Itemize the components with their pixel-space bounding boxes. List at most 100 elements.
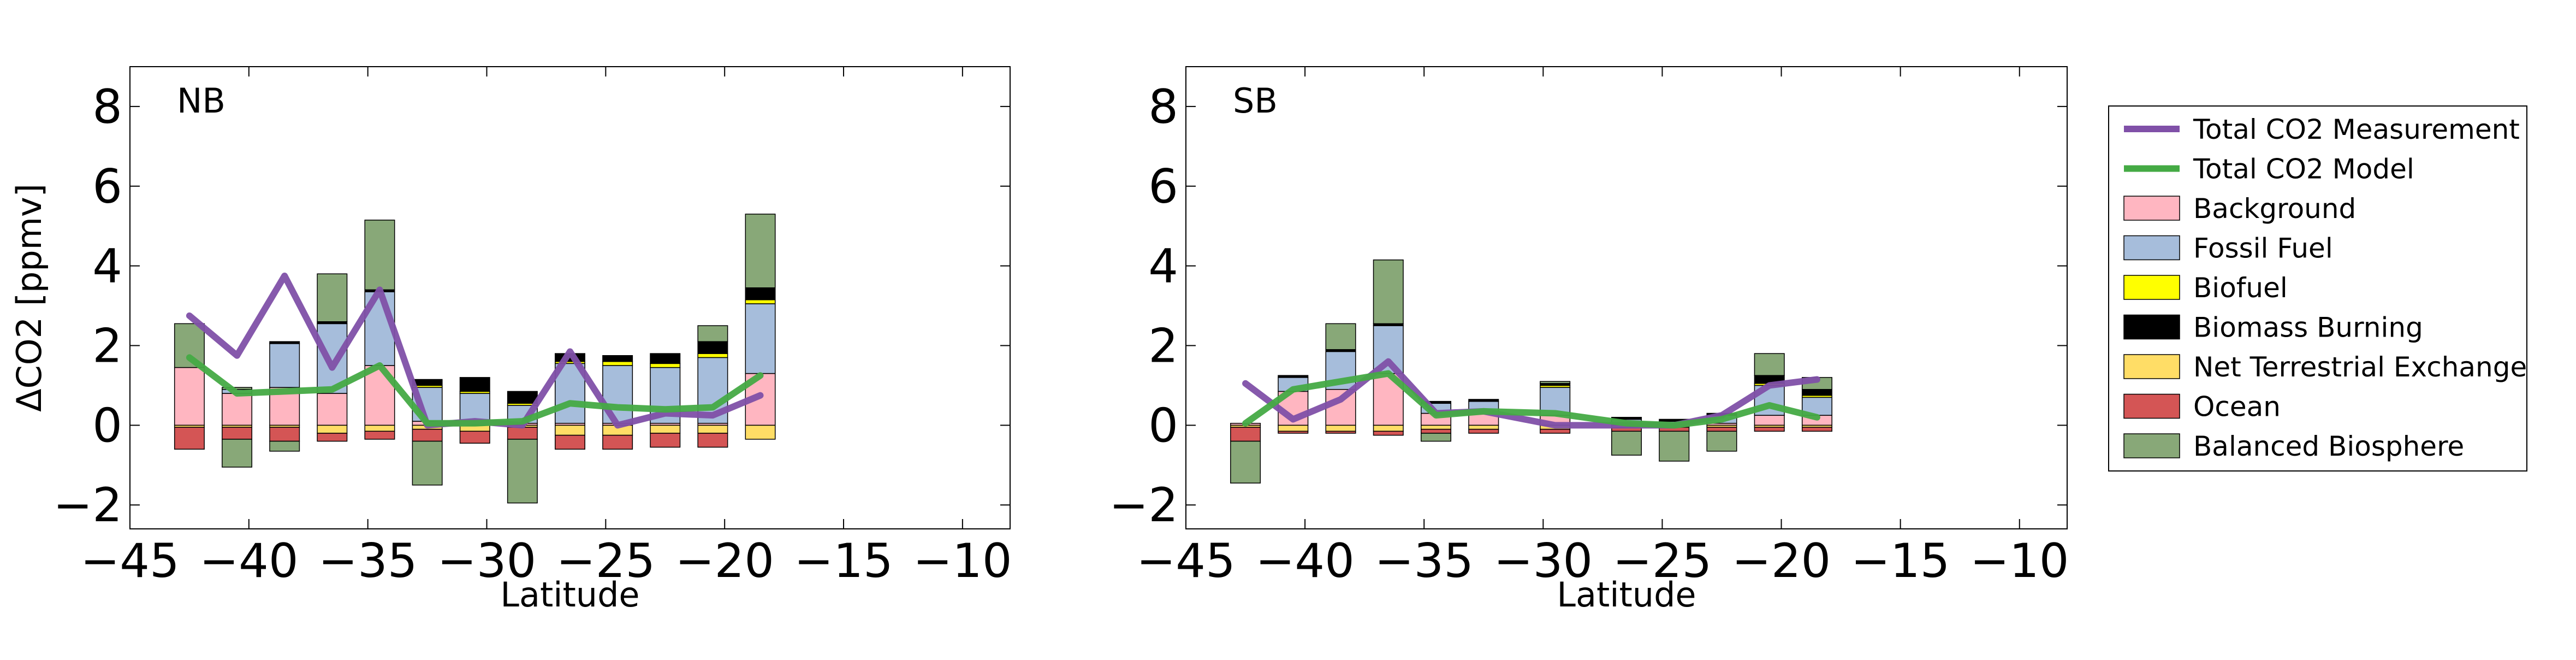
nb-bar-10-biofuel — [650, 363, 681, 368]
nb-bar-1-neg-balanced-biosphere — [222, 439, 253, 468]
sb-xtick-label: −45 — [1136, 534, 1236, 588]
nb-bar-11-biomass-burning — [697, 341, 728, 354]
sb-bar-2-balanced-biosphere — [1325, 323, 1356, 350]
sb-xtick-label: −40 — [1255, 534, 1355, 588]
sb-xtick-label: −35 — [1374, 534, 1474, 588]
legend-swatch-ocean — [2123, 393, 2180, 419]
nb-y-axis-label: ΔCO2 [ppmv] — [9, 184, 49, 412]
sb-bar-group-1 — [1278, 375, 1309, 434]
nb-ytick-label: 0 — [92, 398, 122, 453]
nb-bar-group-0 — [174, 323, 205, 450]
legend-swatch-biofuel — [2123, 275, 2180, 300]
sb-bar-8-neg-balanced-biosphere — [1659, 431, 1690, 462]
sb-ytick-label: 8 — [1148, 80, 1178, 134]
nb-xtick-label: −15 — [794, 534, 893, 588]
sb-bar-group-3 — [1373, 259, 1404, 436]
nb-bar-0-background — [174, 367, 205, 426]
nb-bar-3-neg-ocean — [317, 433, 348, 442]
sb-bar-5-biomass-burning — [1468, 399, 1499, 402]
nb-bar-12-neg-net-terrestrial-exchange — [745, 425, 776, 440]
sb-bar-0-neg-balanced-biosphere — [1230, 440, 1261, 484]
nb-bar-6-biomass-burning — [459, 377, 490, 392]
legend-label-balanced-biosphere: Balanced Biosphere — [2193, 431, 2464, 462]
nb-bar-6-neg-ocean — [459, 431, 490, 444]
legend-label-biofuel: Biofuel — [2193, 272, 2288, 304]
legend: Total CO2 Measurement Total CO2 Model Back… — [2108, 105, 2527, 472]
legend-entry-biomass-burning: Biomass Burning — [2123, 312, 2423, 344]
nb-bar-12-fossil-fuel — [745, 303, 776, 374]
sb-bar-11-neg-ocean — [1801, 427, 1832, 432]
nb-bar-9-biofuel — [602, 361, 633, 366]
sb-ytick-label: 6 — [1148, 160, 1178, 214]
nb-xtick-label: −20 — [675, 534, 774, 588]
nb-bar-5-neg-balanced-biosphere — [412, 440, 443, 486]
sb-bar-3-neg-net-terrestrial-exchange — [1373, 425, 1404, 432]
legend-entry-biofuel: Biofuel — [2123, 272, 2288, 304]
nb-bar-group-3 — [317, 273, 348, 442]
nb-bar-3-background — [317, 393, 348, 426]
nb-bar-7-neg-ocean — [507, 427, 538, 440]
nb-xtick-label: −35 — [318, 534, 418, 588]
sb-ytick-label: 0 — [1148, 398, 1178, 453]
sb-bar-1-biomass-burning — [1278, 375, 1309, 378]
legend-entry-net-terrestrial-exchange: Net Terrestrial Exchange — [2123, 351, 2527, 383]
nb-bar-group-11 — [697, 325, 728, 448]
nb-bar-2-fossil-fuel — [269, 343, 300, 388]
nb-bar-11-biofuel — [697, 353, 728, 358]
nb-bar-11-neg-ocean — [697, 433, 728, 448]
nb-bar-10-biomass-burning — [650, 353, 681, 364]
nb-ytick-label: 6 — [92, 160, 122, 214]
legend-swatch-background — [2123, 196, 2180, 221]
sb-bar-3-neg-ocean — [1373, 431, 1404, 436]
nb-bar-12-biofuel — [745, 299, 776, 304]
nb-bar-group-4 — [364, 220, 395, 440]
sb-bar-4-neg-net-terrestrial-exchange — [1421, 425, 1452, 430]
nb-bar-2-biomass-burning — [269, 341, 300, 344]
sb-xtick-label: −30 — [1494, 534, 1593, 588]
sb-bar-3-balanced-biosphere — [1373, 259, 1404, 325]
legend-label-fossil-fuel: Fossil Fuel — [2193, 233, 2333, 264]
nb-xtick-label: −45 — [80, 534, 180, 588]
legend-entry-balanced-biosphere: Balanced Biosphere — [2123, 431, 2464, 462]
nb-bar-3-neg-net-terrestrial-exchange — [317, 425, 348, 434]
sb-bar-10-background — [1754, 415, 1785, 426]
nb-xtick-label: −30 — [437, 534, 537, 588]
sb-line-total-co2-measurement — [1242, 358, 1820, 429]
nb-bar-group-1 — [222, 387, 253, 468]
nb-bar-8-neg-net-terrestrial-exchange — [555, 425, 585, 436]
nb-bar-7-neg-balanced-biosphere — [507, 439, 538, 504]
nb-xtick-label: −25 — [556, 534, 656, 588]
sb-x-axis-label: Latitude — [1557, 575, 1696, 615]
sb-xtick-label: −15 — [1851, 534, 1950, 588]
sb-bar-6-neg-ocean — [1540, 428, 1571, 434]
nb-xtick-label: −40 — [199, 534, 299, 588]
sb-panel-label: SB — [1233, 81, 1278, 121]
sb-bar-2-neg-net-terrestrial-exchange — [1325, 425, 1356, 432]
sb-bar-5-neg-ocean — [1468, 428, 1499, 434]
nb-ytick-label: 2 — [92, 319, 122, 374]
sb-xtick-label: −25 — [1613, 534, 1712, 588]
sb-bar-group-11 — [1801, 377, 1832, 432]
nb-bar-10-neg-net-terrestrial-exchange — [650, 425, 681, 434]
nb-bar-group-12 — [745, 214, 776, 440]
nb-bar-2-neg-ocean — [269, 427, 300, 442]
nb-bar-4-neg-ocean — [364, 431, 395, 440]
legend-entry-ocean: Ocean — [2123, 391, 2281, 423]
sb-bar-9-neg-balanced-biosphere — [1706, 431, 1737, 452]
legend-entry-total-co2-model: Total CO2 Model — [2124, 154, 2414, 185]
legend-label-total-co2-measurement: Total CO2 Measurement — [2193, 114, 2520, 145]
nb-ytick-label: 4 — [92, 239, 122, 294]
panel-sb: −45 −40 −35 −30 −25 −20 −15 −10−202468LatitudeS… — [1109, 66, 2069, 615]
sb-bar-1-neg-ocean — [1278, 431, 1309, 434]
nb-bar-1-neg-ocean — [222, 427, 253, 440]
nb-bar-11-balanced-biosphere — [697, 325, 728, 342]
nb-ytick-label: −2 — [53, 478, 122, 533]
sb-bar-9-neg-ocean — [1706, 427, 1737, 432]
nb-bar-group-10 — [650, 353, 681, 448]
nb-bar-group-8 — [555, 353, 585, 450]
nb-bar-9-neg-ocean — [602, 434, 633, 450]
nb-bar-8-fossil-fuel — [555, 363, 585, 424]
sb-xtick-label: −20 — [1732, 534, 1831, 588]
nb-bar-11-neg-net-terrestrial-exchange — [697, 425, 728, 434]
